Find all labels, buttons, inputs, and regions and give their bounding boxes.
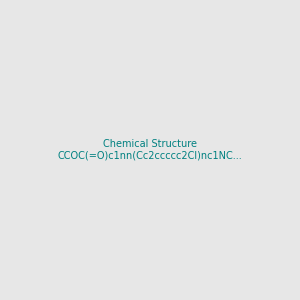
Text: Chemical Structure
CCOC(=O)c1nn(Cc2ccccc2Cl)nc1NC...: Chemical Structure CCOC(=O)c1nn(Cc2ccccc… [58,139,242,161]
